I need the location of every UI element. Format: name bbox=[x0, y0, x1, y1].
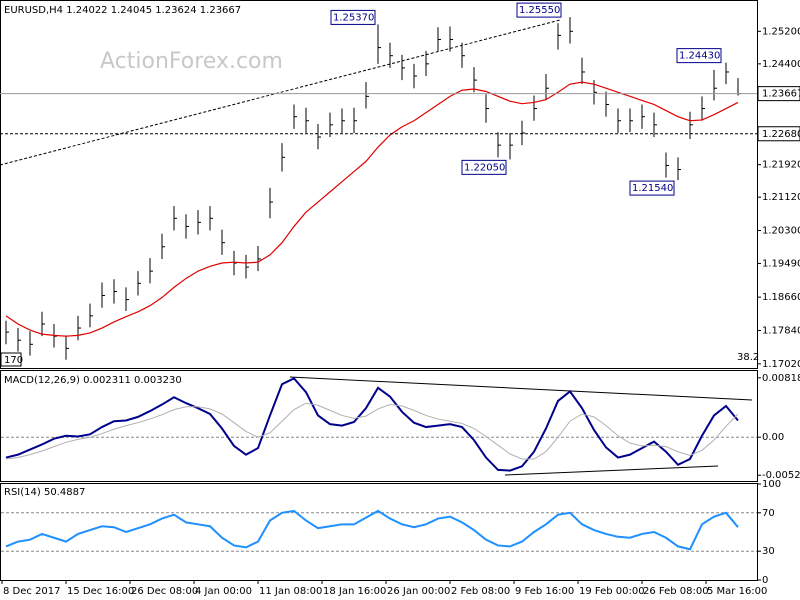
annotation-label: 1.25550 bbox=[519, 5, 560, 16]
y-tick-label: 70 bbox=[762, 508, 775, 519]
y-tick-label: 1.18660 bbox=[762, 292, 800, 303]
price-panel bbox=[0, 0, 758, 369]
y-tick-label: 0 bbox=[762, 575, 768, 586]
annotation-label: 1.21540 bbox=[632, 183, 673, 194]
rsi-title: RSI(14) 50.4887 bbox=[4, 487, 85, 498]
fib-label: 170 bbox=[4, 355, 23, 366]
x-tick-label: 19 Feb 00:00 bbox=[579, 586, 645, 597]
x-tick-label: 15 Dec 16:00 bbox=[67, 586, 134, 597]
indicator-line bbox=[5, 377, 739, 472]
x-tick-label: 26 Feb 08:00 bbox=[643, 586, 709, 597]
x-tick-label: 2 Feb 08:00 bbox=[451, 586, 510, 597]
macd-panel bbox=[0, 370, 758, 482]
y-tick-label: 1.25200 bbox=[762, 26, 800, 37]
macd-trend-line bbox=[289, 376, 753, 401]
x-tick-label: 4 Jan 00:00 bbox=[195, 586, 252, 597]
level-label: 1.23667 bbox=[762, 89, 800, 100]
level-box bbox=[757, 86, 800, 102]
y-tick-label: 1.21120 bbox=[762, 192, 800, 203]
annotation-box bbox=[629, 180, 675, 196]
annotation-label: 1.22050 bbox=[464, 162, 505, 173]
annotation-label: 1.25370 bbox=[333, 12, 374, 23]
y-tick-label: 0.00818 bbox=[762, 373, 800, 384]
x-tick-label: 11 Jan 08:00 bbox=[259, 586, 322, 597]
rsi-panel bbox=[0, 483, 758, 581]
x-tick-label: 26 Jan 00:00 bbox=[387, 586, 450, 597]
trend-line bbox=[0, 19, 561, 166]
y-tick-label: 1.24400 bbox=[762, 59, 800, 70]
macd-trend-line bbox=[504, 465, 719, 476]
fib-label: 38.2 bbox=[737, 352, 759, 363]
y-tick-label: 1.19490 bbox=[762, 258, 800, 269]
y-tick-label: 1.20300 bbox=[762, 225, 800, 236]
level-box bbox=[757, 126, 800, 142]
y-tick-label: 0.00 bbox=[762, 432, 784, 443]
y-tick-label: -0.00523 bbox=[762, 470, 800, 481]
annotation-box bbox=[330, 9, 376, 25]
x-tick-label: 8 Dec 2017 bbox=[3, 586, 61, 597]
annotation-box bbox=[461, 159, 507, 175]
level-label: 1.22680 bbox=[762, 129, 800, 140]
y-tick-label: 1.17840 bbox=[762, 325, 800, 336]
x-tick-label: 9 Feb 16:00 bbox=[515, 586, 574, 597]
indicator-line bbox=[5, 509, 739, 551]
annotation-box bbox=[676, 48, 722, 64]
annotation-label: 1.24430 bbox=[679, 51, 720, 62]
y-tick-label: 30 bbox=[762, 546, 775, 557]
macd-title: MACD(12,26,9) 0.002311 0.003230 bbox=[4, 375, 182, 386]
chart-title: EURUSD,H4 1.24022 1.24045 1.23624 1.2366… bbox=[4, 5, 241, 16]
y-tick-label: 1.17020 bbox=[762, 359, 800, 370]
fib-box bbox=[0, 352, 22, 367]
x-tick-label: 5 Mar 16:00 bbox=[707, 586, 767, 597]
watermark: ActionForex.com bbox=[100, 49, 283, 74]
indicator-line bbox=[5, 402, 739, 460]
y-tick-label: 1.21920 bbox=[762, 160, 800, 171]
x-tick-label: 26 Dec 08:00 bbox=[131, 586, 198, 597]
moving-average bbox=[5, 81, 739, 337]
annotation-box bbox=[516, 2, 562, 18]
y-tick-label: 100 bbox=[762, 479, 781, 490]
x-tick-label: 18 Jan 16:00 bbox=[323, 586, 386, 597]
